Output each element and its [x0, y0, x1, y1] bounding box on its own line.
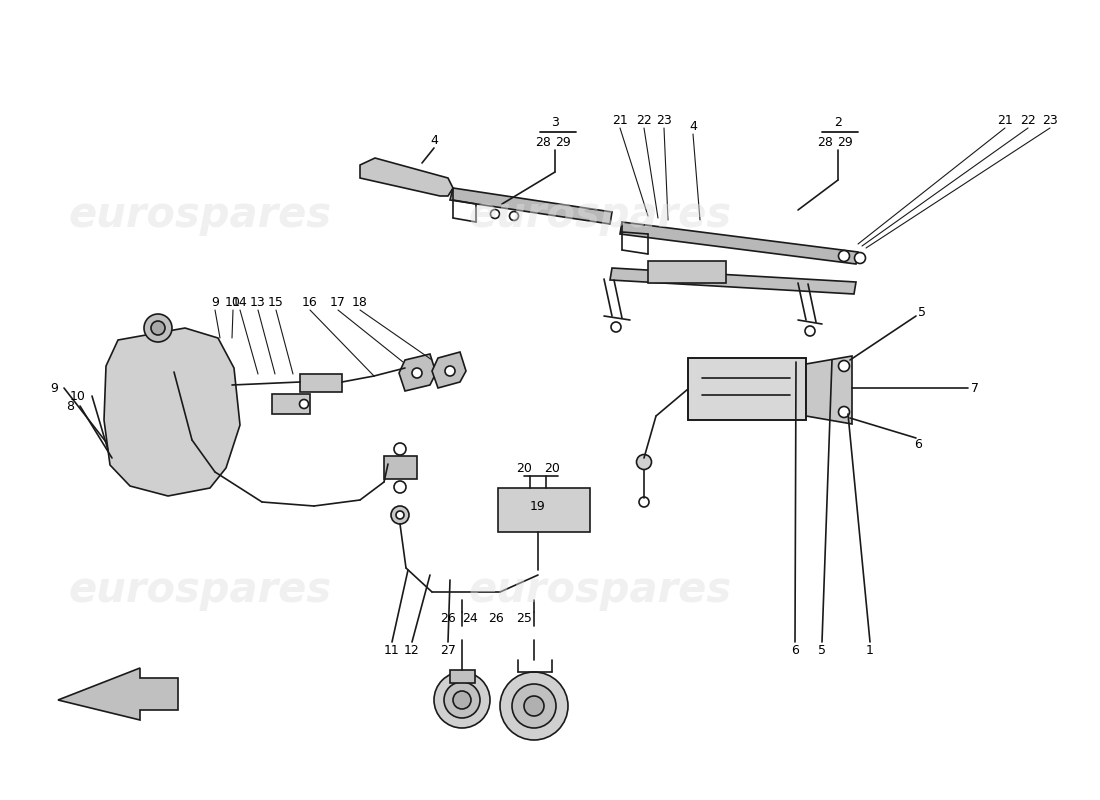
- Circle shape: [394, 481, 406, 493]
- Circle shape: [299, 399, 308, 409]
- Circle shape: [524, 696, 544, 716]
- Circle shape: [151, 321, 165, 335]
- Text: 9: 9: [211, 295, 219, 309]
- Circle shape: [412, 368, 422, 378]
- Text: 27: 27: [440, 643, 455, 657]
- Polygon shape: [620, 222, 858, 264]
- Text: eurospares: eurospares: [68, 194, 331, 236]
- Text: 6: 6: [914, 438, 922, 450]
- Polygon shape: [104, 328, 240, 496]
- Text: 26: 26: [488, 611, 504, 625]
- Text: 29: 29: [556, 135, 571, 149]
- Circle shape: [491, 210, 499, 218]
- Text: 10: 10: [226, 295, 241, 309]
- Circle shape: [396, 511, 404, 519]
- Text: 13: 13: [250, 295, 266, 309]
- Text: 22: 22: [1020, 114, 1036, 126]
- Text: 23: 23: [1042, 114, 1058, 126]
- Text: 1: 1: [866, 643, 873, 657]
- Text: 21: 21: [612, 114, 628, 126]
- Circle shape: [434, 672, 490, 728]
- Circle shape: [144, 314, 172, 342]
- Circle shape: [637, 454, 651, 470]
- Text: 12: 12: [404, 643, 420, 657]
- Text: 29: 29: [837, 135, 852, 149]
- Text: eurospares: eurospares: [469, 194, 732, 236]
- Circle shape: [509, 211, 518, 221]
- Circle shape: [512, 684, 556, 728]
- Text: 3: 3: [551, 115, 559, 129]
- Text: 5: 5: [918, 306, 926, 318]
- Circle shape: [610, 322, 621, 332]
- Text: 28: 28: [535, 135, 551, 149]
- Polygon shape: [610, 268, 856, 294]
- Circle shape: [838, 250, 849, 262]
- Text: 11: 11: [384, 643, 400, 657]
- Bar: [648, 261, 726, 283]
- Text: 7: 7: [971, 382, 979, 394]
- Text: 25: 25: [516, 611, 532, 625]
- Text: 18: 18: [352, 295, 367, 309]
- Circle shape: [838, 361, 849, 371]
- Polygon shape: [450, 188, 612, 224]
- Circle shape: [855, 253, 866, 263]
- Text: 17: 17: [330, 295, 345, 309]
- Polygon shape: [399, 354, 436, 391]
- Polygon shape: [432, 352, 466, 388]
- Text: 24: 24: [462, 611, 477, 625]
- Text: 26: 26: [440, 611, 455, 625]
- Text: 28: 28: [817, 135, 833, 149]
- Circle shape: [838, 406, 849, 418]
- Text: 6: 6: [791, 643, 799, 657]
- Text: 9: 9: [51, 382, 58, 394]
- Text: 16: 16: [302, 295, 318, 309]
- Text: 8: 8: [66, 399, 74, 413]
- Text: 2: 2: [834, 115, 842, 129]
- Text: 19: 19: [530, 499, 546, 513]
- Circle shape: [444, 682, 480, 718]
- Text: 20: 20: [544, 462, 560, 474]
- Bar: [272, 394, 310, 414]
- Text: eurospares: eurospares: [68, 569, 331, 611]
- Text: 10: 10: [70, 390, 86, 402]
- Text: 21: 21: [997, 114, 1013, 126]
- Circle shape: [390, 506, 409, 524]
- Bar: [384, 456, 417, 479]
- Polygon shape: [806, 356, 852, 424]
- Circle shape: [446, 366, 455, 376]
- Polygon shape: [58, 668, 178, 720]
- Polygon shape: [360, 158, 453, 196]
- Circle shape: [500, 672, 568, 740]
- Circle shape: [394, 443, 406, 455]
- Circle shape: [805, 326, 815, 336]
- Bar: [498, 488, 590, 532]
- Bar: [450, 670, 475, 683]
- Text: 14: 14: [232, 295, 248, 309]
- Text: 5: 5: [818, 643, 826, 657]
- Text: eurospares: eurospares: [469, 569, 732, 611]
- Circle shape: [639, 497, 649, 507]
- Text: 22: 22: [636, 114, 652, 126]
- Bar: [300, 374, 342, 392]
- Bar: [688, 358, 806, 420]
- Text: 15: 15: [268, 295, 284, 309]
- Text: 20: 20: [516, 462, 532, 474]
- Text: 23: 23: [656, 114, 672, 126]
- Text: 4: 4: [689, 119, 697, 133]
- Text: 4: 4: [430, 134, 438, 146]
- Circle shape: [453, 691, 471, 709]
